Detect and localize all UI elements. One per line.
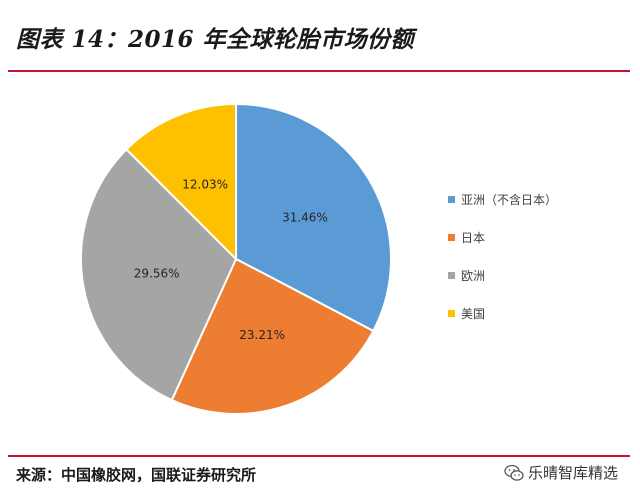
legend-swatch-asia bbox=[448, 195, 455, 203]
legend-item-japan: 日本 bbox=[448, 230, 618, 245]
pie-slice-usa bbox=[125, 102, 237, 262]
legend-swatch-japan bbox=[448, 233, 455, 241]
footer-divider bbox=[8, 455, 630, 457]
pie-slice-japan bbox=[170, 257, 375, 415]
legend-item-europe: 欧洲 bbox=[448, 268, 618, 283]
pie-slice-asia bbox=[235, 102, 392, 333]
legend-item-asia: 亚洲（不含日本） bbox=[448, 192, 618, 207]
legend-swatch-europe bbox=[448, 271, 455, 279]
watermark-text: 乐晴智库精选 bbox=[528, 464, 619, 482]
data-label-usa: 12.03% bbox=[182, 178, 228, 192]
watermark: 乐晴智库精选 bbox=[504, 462, 618, 483]
pie-slice-europe bbox=[80, 147, 238, 402]
source-note: 来源：中国橡胶网，国联证券研究所 bbox=[16, 466, 257, 484]
legend-label-usa: 美国 bbox=[461, 306, 486, 321]
legend-label-europe: 欧洲 bbox=[461, 268, 486, 283]
data-label-asia: 31.46% bbox=[282, 210, 328, 224]
chart-title: 图表 14：2016 年全球轮胎市场份额 bbox=[16, 26, 415, 53]
legend-swatch-usa bbox=[448, 309, 455, 317]
legend-label-asia: 亚洲（不含日本） bbox=[461, 192, 558, 207]
data-label-japan: 23.21% bbox=[239, 328, 285, 342]
legend: 亚洲（不含日本） 日本 欧洲 美国 bbox=[448, 192, 618, 344]
data-label-europe: 29.56% bbox=[134, 266, 180, 280]
wechat-icon bbox=[504, 464, 524, 481]
legend-item-usa: 美国 bbox=[448, 306, 618, 321]
header-divider bbox=[8, 70, 630, 72]
legend-label-japan: 日本 bbox=[461, 230, 486, 245]
